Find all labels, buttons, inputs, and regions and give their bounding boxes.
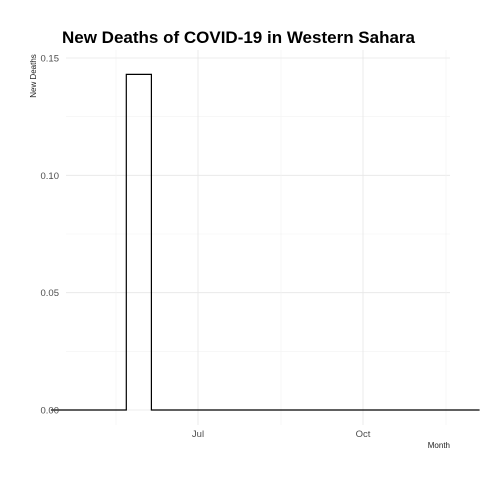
grid xyxy=(66,50,450,425)
y-tick-labels: 0.00 0.05 0.10 0.15 xyxy=(41,54,60,417)
series-line xyxy=(50,73,480,411)
y-tick-label: 0.05 xyxy=(41,288,60,299)
y-axis-label: New Deaths xyxy=(29,54,38,98)
x-tick-label: Oct xyxy=(356,429,371,440)
x-tick-label: Jul xyxy=(192,429,204,440)
y-tick-label: 0.15 xyxy=(41,54,60,65)
y-tick-label: 0.00 xyxy=(41,406,60,417)
chart-title: New Deaths of COVID-19 in Western Sahara xyxy=(62,28,416,47)
series-layer xyxy=(50,73,480,411)
y-tick-label: 0.10 xyxy=(41,171,60,182)
x-tick-labels: Jul Oct xyxy=(192,429,371,440)
x-axis-label: Month xyxy=(428,441,450,450)
